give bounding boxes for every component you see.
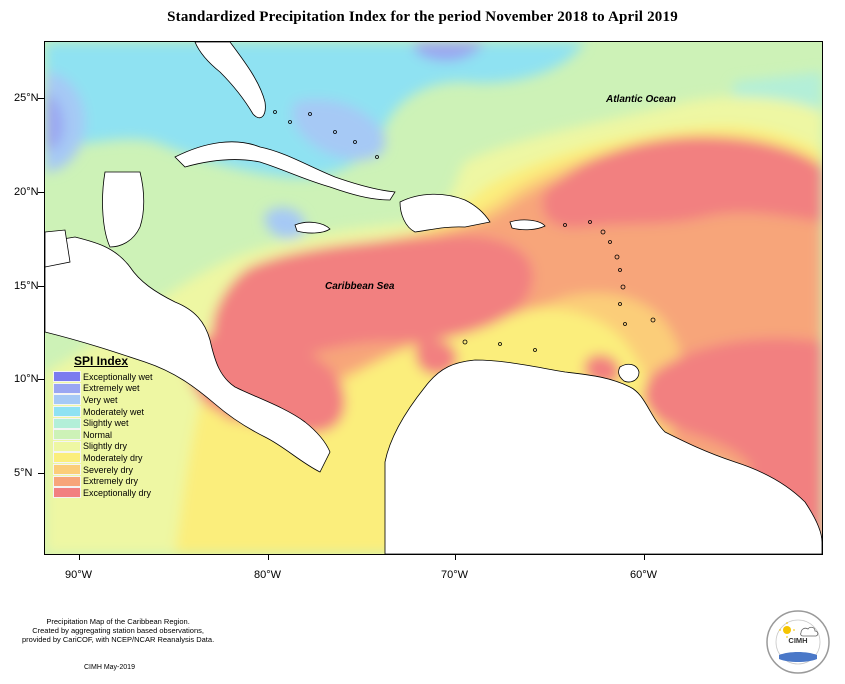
legend-item: Extremely dry: [53, 475, 153, 487]
wave-icon: [779, 652, 817, 662]
sun-icon: [783, 626, 791, 634]
cuba-land: [174, 141, 396, 201]
lon-label-80w: 80°W: [254, 569, 282, 581]
exceptionally-dry-caribbean: [212, 235, 534, 364]
legend-swatch: [53, 452, 81, 464]
lat-label-25n: 25°N: [14, 92, 39, 104]
spi-map-graphic: [45, 42, 822, 554]
legend-swatch: [53, 382, 81, 394]
legend-swatch: [53, 371, 81, 383]
legend-label: Exceptionally dry: [83, 487, 152, 498]
map-title: Standardized Precipitation Index for the…: [167, 9, 678, 25]
lon-tick: [268, 554, 269, 560]
legend-swatch: [53, 406, 81, 418]
legend-label: Normal: [83, 429, 113, 440]
legend-label: Moderately wet: [83, 406, 145, 417]
lat-tick: [38, 379, 44, 380]
legend-label: Extremely wet: [83, 383, 140, 394]
logo-text: CIMH: [788, 636, 808, 645]
legend-label: Extremely dry: [83, 476, 139, 487]
legend-item: Slightly wet: [53, 417, 153, 429]
lon-label-60w: 60°W: [630, 569, 658, 581]
legend-item: Moderately dry: [53, 452, 153, 464]
lat-label-10n: 10°N: [14, 373, 39, 385]
legend-swatch: [53, 429, 81, 441]
mexico-land: [45, 229, 71, 268]
lat-label-5n: 5°N: [14, 467, 33, 479]
legend-label: Slightly wet: [83, 418, 129, 429]
legend-title: SPI Index: [74, 354, 129, 368]
legend-swatch: [53, 487, 81, 499]
footer-line: Created by aggregating station based obs…: [32, 626, 204, 635]
legend-swatch: [53, 394, 81, 406]
lon-tick: [79, 554, 80, 560]
legend-swatch: [53, 440, 81, 452]
legend-item: Exceptionally wet: [53, 371, 153, 383]
legend-item: Severely dry: [53, 464, 153, 476]
lesser-antilles-islands: [273, 110, 656, 352]
yucatan-land: [102, 171, 145, 248]
wet-zone-bahamas: [292, 99, 386, 161]
cimh-logo-graphic: [766, 610, 830, 674]
legend-swatch: [53, 464, 81, 476]
south-america-land: [384, 359, 822, 554]
legend-swatch: [53, 475, 81, 487]
lat-label-20n: 20°N: [14, 186, 39, 198]
legend-item: Normal: [53, 429, 153, 441]
cloud-icon: [800, 626, 819, 637]
legend-label: Exceptionally wet: [83, 371, 153, 382]
jamaica-land: [294, 221, 331, 234]
lon-tick: [644, 554, 645, 560]
puerto-rico-land: [509, 219, 546, 231]
lat-tick: [38, 98, 44, 99]
spi-legend: SPI Index Exceptionally wet Extremely we…: [53, 354, 153, 499]
cimh-logo: CIMH: [765, 609, 831, 675]
footer-note: Precipitation Map of the Caribbean Regio…: [22, 617, 214, 644]
legend-label: Very wet: [83, 394, 118, 405]
legend-item: Slightly dry: [53, 440, 153, 453]
trinidad-land: [618, 363, 640, 383]
legend-item: Exceptionally dry: [53, 487, 153, 499]
footer-line: Precipitation Map of the Caribbean Regio…: [46, 617, 190, 626]
legend-rows: Exceptionally wet Extremely wet Very wet…: [53, 371, 153, 499]
lat-label-15n: 15°N: [14, 280, 39, 292]
spi-map: [44, 41, 823, 555]
lon-tick: [455, 554, 456, 560]
lat-tick: [38, 473, 44, 474]
lon-label-90w: 90°W: [65, 569, 93, 581]
atlantic-ocean-label: Atlantic Ocean: [606, 94, 677, 105]
credit-text: CIMH May-2019: [84, 664, 135, 671]
caribbean-sea-label: Caribbean Sea: [325, 281, 395, 292]
footer-line: provided by CariCOF, with NCEP/NCAR Rean…: [22, 635, 215, 644]
exceptionally-dry-atlantic: [542, 136, 822, 228]
lon-label-70w: 70°W: [441, 569, 469, 581]
central-america-land: [45, 236, 331, 473]
legend-item: Extremely wet: [53, 382, 153, 395]
legend-swatch: [53, 417, 81, 429]
legend-label: Severely dry: [83, 464, 134, 475]
extremely-wet-north: [413, 42, 485, 62]
lat-tick: [38, 286, 44, 287]
exceptionally-dry-venezuela-coast: [415, 340, 458, 375]
wet-zone-jamaica: [264, 207, 306, 239]
legend-label: Moderately dry: [83, 452, 143, 463]
extremely-wet-nw: [45, 92, 64, 151]
legend-item: Moderately wet: [53, 406, 153, 418]
lat-tick: [38, 192, 44, 193]
legend-label: Slightly dry: [83, 441, 128, 452]
legend-item: Very wet: [53, 394, 153, 406]
hispaniola-land: [399, 193, 491, 233]
florida-land: [194, 42, 266, 119]
